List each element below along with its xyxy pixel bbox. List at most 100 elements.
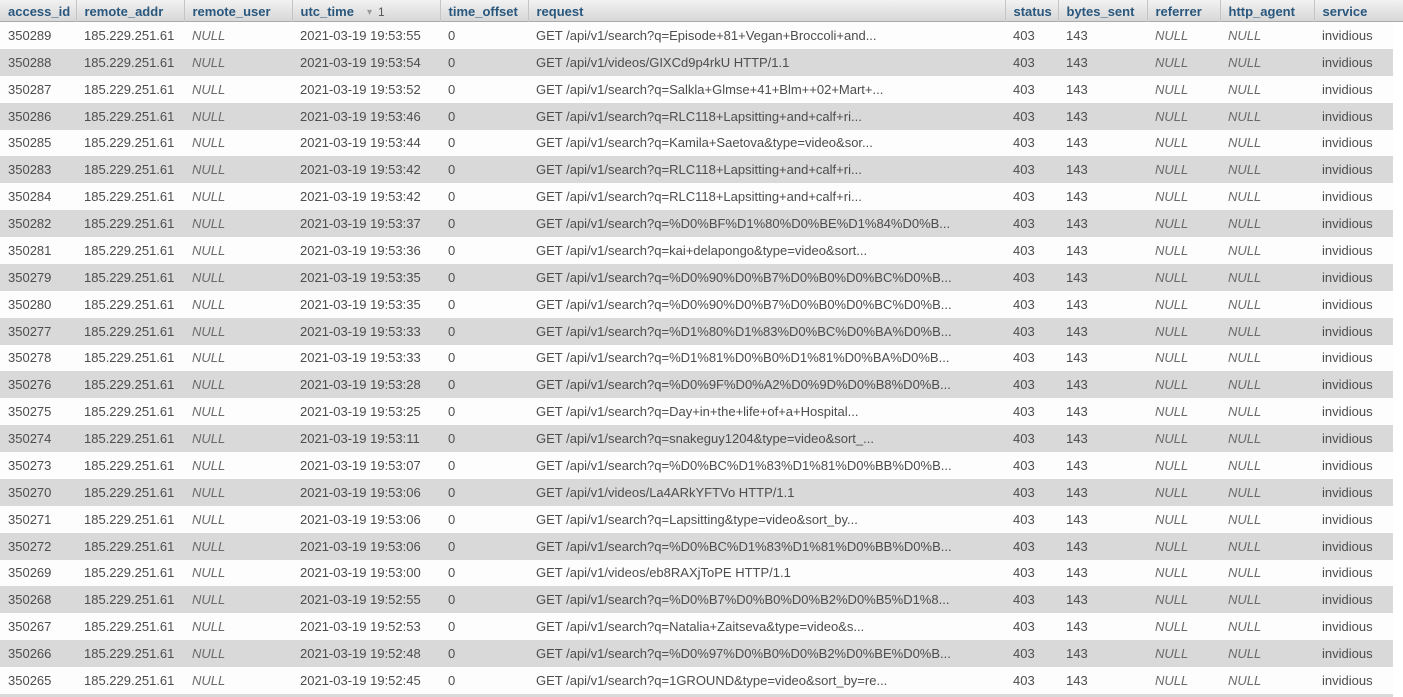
cell-referrer[interactable]: NULL	[1155, 242, 1189, 258]
cell-request[interactable]: GET /api/v1/search?q=RLC118+Lapsitting+a…	[536, 162, 862, 178]
cell-remote_addr[interactable]: 185.229.251.61	[84, 404, 175, 420]
cell-request[interactable]: GET /api/v1/videos/eb8RAXjToPE HTTP/1.1	[536, 565, 791, 581]
cell-utc_time[interactable]: 2021-03-19 19:53:07	[300, 457, 421, 473]
cell-remote_addr[interactable]: 185.229.251.61	[84, 565, 175, 581]
cell-time_offset[interactable]: 0	[448, 538, 456, 554]
cell-time_offset[interactable]: 0	[448, 216, 456, 232]
cell-utc_time[interactable]: 2021-03-19 19:53:25	[300, 404, 421, 420]
cell-request[interactable]: GET /api/v1/search?q=RLC118+Lapsitting+a…	[536, 189, 862, 205]
cell-access_id[interactable]: 350285	[8, 135, 52, 151]
cell-service[interactable]: invidious	[1322, 431, 1373, 447]
cell-remote_addr[interactable]: 185.229.251.61	[84, 27, 175, 43]
cell-time_offset[interactable]: 0	[448, 135, 456, 151]
cell-bytes_sent[interactable]: 143	[1066, 242, 1088, 258]
cell-service[interactable]: invidious	[1322, 216, 1373, 232]
cell-remote_user[interactable]: NULL	[192, 565, 226, 581]
cell-referrer[interactable]: NULL	[1155, 484, 1189, 500]
cell-utc_time[interactable]: 2021-03-19 19:53:42	[300, 189, 421, 205]
column-header-bytes_sent[interactable]: bytes_sent	[1057, 0, 1147, 22]
cell-request[interactable]: GET /api/v1/search?q=RLC118+Lapsitting+a…	[536, 108, 862, 124]
cell-utc_time[interactable]: 2021-03-19 19:52:53	[300, 619, 421, 635]
cell-http_agent[interactable]: NULL	[1228, 619, 1262, 635]
cell-access_id[interactable]: 350270	[8, 484, 52, 500]
cell-request[interactable]: GET /api/v1/search?q=Day+in+the+life+of+…	[536, 404, 859, 420]
cell-status[interactable]: 403	[1013, 242, 1035, 258]
cell-access_id[interactable]: 350271	[8, 511, 52, 527]
cell-service[interactable]: invidious	[1322, 81, 1373, 97]
cell-request[interactable]: GET /api/v1/search?q=1GROUND&type=video&…	[536, 672, 888, 688]
cell-utc_time[interactable]: 2021-03-19 19:53:46	[300, 108, 421, 124]
cell-bytes_sent[interactable]: 143	[1066, 592, 1088, 608]
column-header-utc_time[interactable]: utc_time ▾ 1	[291, 0, 440, 22]
cell-referrer[interactable]: NULL	[1155, 404, 1189, 420]
cell-request[interactable]: GET /api/v1/search?q=Lapsitting&type=vid…	[536, 511, 858, 527]
cell-status[interactable]: 403	[1013, 431, 1035, 447]
cell-http_agent[interactable]: NULL	[1228, 565, 1262, 581]
cell-request[interactable]: GET /api/v1/search?q=Salkla+Glmse+41+Blm…	[536, 81, 884, 97]
cell-remote_addr[interactable]: 185.229.251.61	[84, 646, 175, 662]
cell-http_agent[interactable]: NULL	[1228, 431, 1262, 447]
cell-access_id[interactable]: 350286	[8, 108, 52, 124]
cell-status[interactable]: 403	[1013, 189, 1035, 205]
cell-request[interactable]: GET /api/v1/search?q=%D0%90%D0%B7%D0%B0%…	[536, 269, 952, 285]
cell-remote_addr[interactable]: 185.229.251.61	[84, 672, 175, 688]
cell-bytes_sent[interactable]: 143	[1066, 162, 1088, 178]
cell-time_offset[interactable]: 0	[448, 323, 456, 339]
cell-referrer[interactable]: NULL	[1155, 377, 1189, 393]
cell-status[interactable]: 403	[1013, 592, 1035, 608]
cell-bytes_sent[interactable]: 143	[1066, 538, 1088, 554]
cell-remote_user[interactable]: NULL	[192, 511, 226, 527]
cell-time_offset[interactable]: 0	[448, 565, 456, 581]
cell-bytes_sent[interactable]: 143	[1066, 216, 1088, 232]
cell-http_agent[interactable]: NULL	[1228, 242, 1262, 258]
cell-access_id[interactable]: 350281	[8, 242, 52, 258]
cell-request[interactable]: GET /api/v1/search?q=%D0%90%D0%B7%D0%B0%…	[536, 296, 952, 312]
cell-access_id[interactable]: 350276	[8, 377, 52, 393]
cell-request[interactable]: GET /api/v1/search?q=%D0%B7%D0%B0%D0%B2%…	[536, 592, 950, 608]
cell-http_agent[interactable]: NULL	[1228, 350, 1262, 366]
cell-remote_addr[interactable]: 185.229.251.61	[84, 431, 175, 447]
cell-service[interactable]: invidious	[1322, 646, 1373, 662]
cell-status[interactable]: 403	[1013, 162, 1035, 178]
cell-service[interactable]: invidious	[1322, 457, 1373, 473]
cell-utc_time[interactable]: 2021-03-19 19:53:55	[300, 27, 421, 43]
cell-remote_addr[interactable]: 185.229.251.61	[84, 54, 175, 70]
cell-remote_addr[interactable]: 185.229.251.61	[84, 108, 175, 124]
cell-access_id[interactable]: 350274	[8, 431, 52, 447]
cell-http_agent[interactable]: NULL	[1228, 108, 1262, 124]
cell-bytes_sent[interactable]: 143	[1066, 350, 1088, 366]
cell-status[interactable]: 403	[1013, 619, 1035, 635]
cell-remote_user[interactable]: NULL	[192, 242, 226, 258]
cell-service[interactable]: invidious	[1322, 296, 1373, 312]
cell-remote_addr[interactable]: 185.229.251.61	[84, 81, 175, 97]
cell-service[interactable]: invidious	[1322, 269, 1373, 285]
cell-service[interactable]: invidious	[1322, 619, 1373, 635]
cell-service[interactable]: invidious	[1322, 135, 1373, 151]
cell-service[interactable]: invidious	[1322, 511, 1373, 527]
cell-time_offset[interactable]: 0	[448, 431, 456, 447]
cell-access_id[interactable]: 350272	[8, 538, 52, 554]
cell-bytes_sent[interactable]: 143	[1066, 323, 1088, 339]
cell-service[interactable]: invidious	[1322, 189, 1373, 205]
cell-remote_addr[interactable]: 185.229.251.61	[84, 538, 175, 554]
cell-access_id[interactable]: 350283	[8, 162, 52, 178]
column-header-referrer[interactable]: referrer	[1146, 0, 1220, 22]
column-header-service[interactable]: service	[1313, 0, 1393, 22]
cell-utc_time[interactable]: 2021-03-19 19:53:33	[300, 350, 421, 366]
cell-referrer[interactable]: NULL	[1155, 269, 1189, 285]
cell-utc_time[interactable]: 2021-03-19 19:53:33	[300, 323, 421, 339]
cell-remote_addr[interactable]: 185.229.251.61	[84, 162, 175, 178]
cell-service[interactable]: invidious	[1322, 672, 1373, 688]
cell-utc_time[interactable]: 2021-03-19 19:52:55	[300, 592, 421, 608]
cell-access_id[interactable]: 350269	[8, 565, 52, 581]
cell-http_agent[interactable]: NULL	[1228, 511, 1262, 527]
column-header-status[interactable]: status	[1004, 0, 1058, 22]
cell-time_offset[interactable]: 0	[448, 511, 456, 527]
cell-referrer[interactable]: NULL	[1155, 619, 1189, 635]
cell-time_offset[interactable]: 0	[448, 592, 456, 608]
column-header-remote_user[interactable]: remote_user	[183, 0, 292, 22]
cell-utc_time[interactable]: 2021-03-19 19:53:54	[300, 54, 421, 70]
column-header-time_offset[interactable]: time_offset	[439, 0, 528, 22]
column-header-http_agent[interactable]: http_agent	[1219, 0, 1314, 22]
cell-referrer[interactable]: NULL	[1155, 323, 1189, 339]
